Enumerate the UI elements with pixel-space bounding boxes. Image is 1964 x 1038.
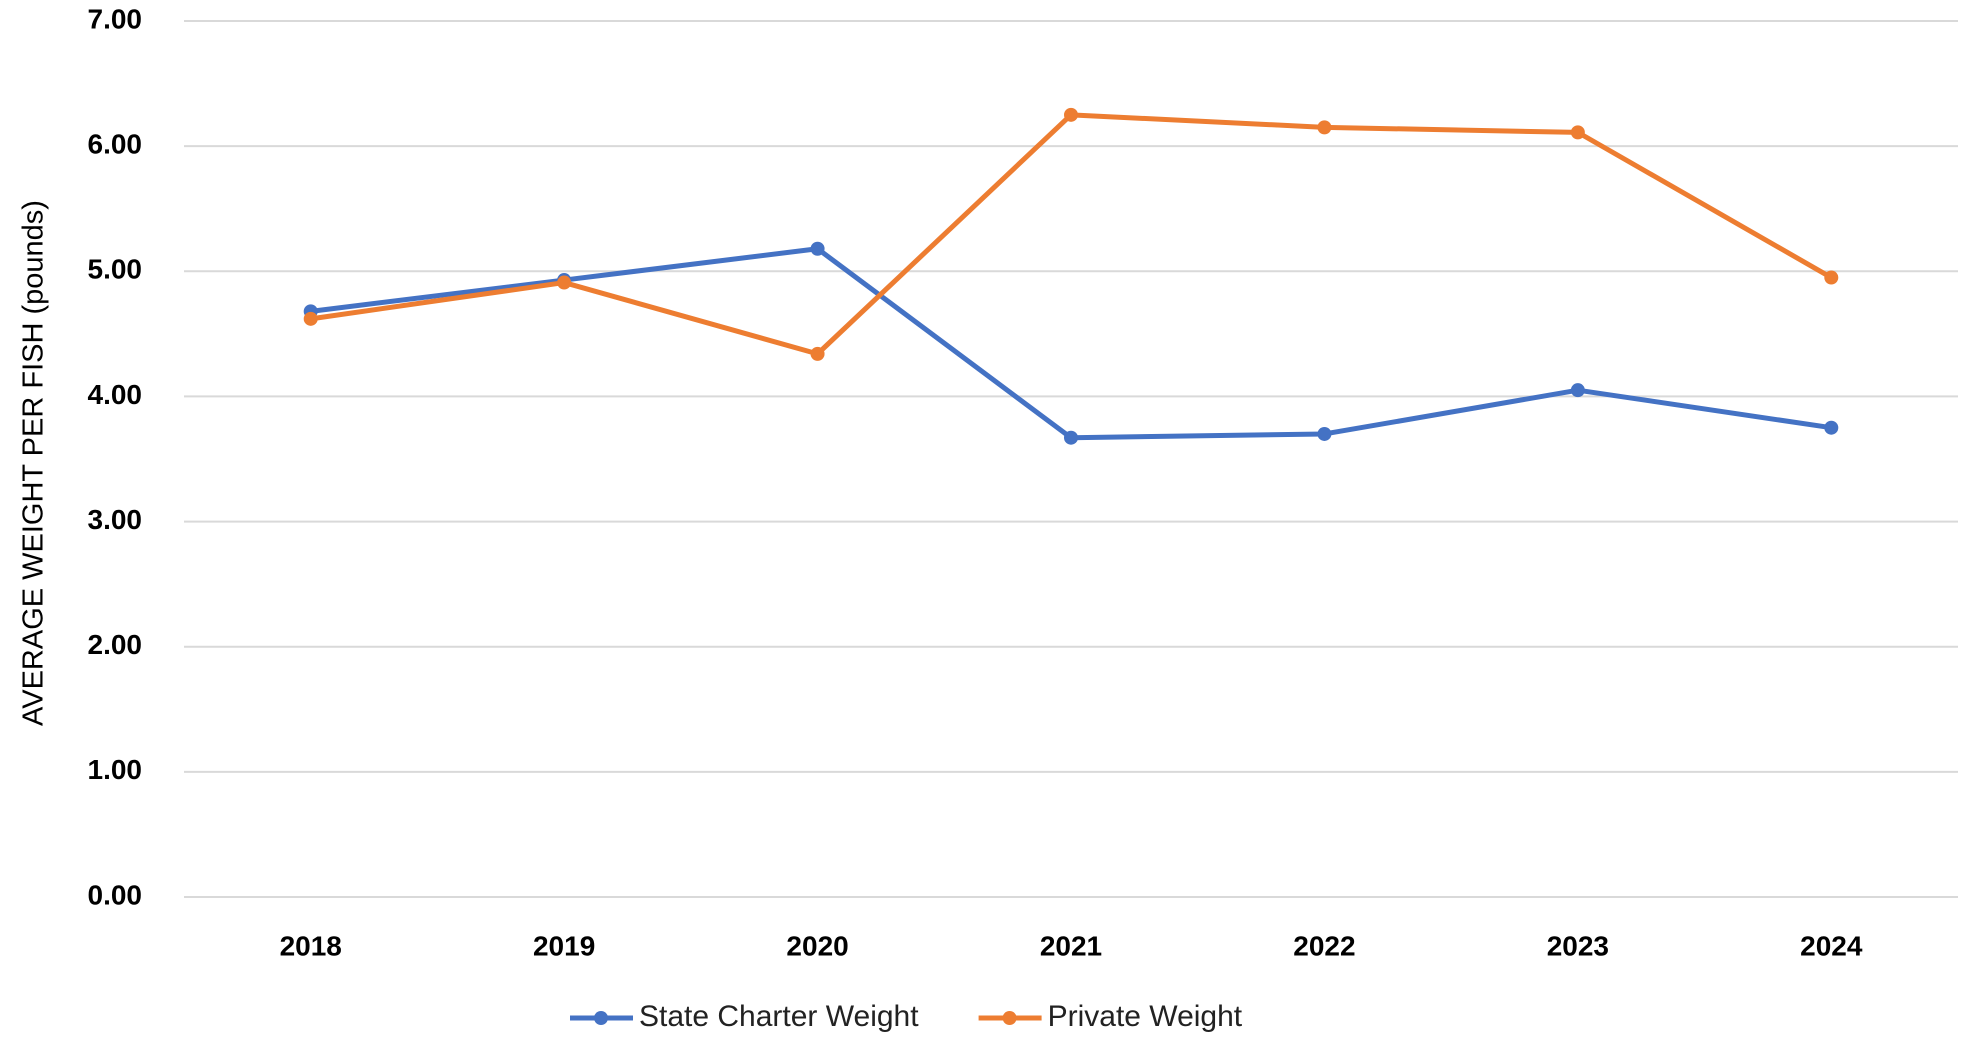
y-tick-label: 7.00 xyxy=(88,3,143,34)
y-tick-label: 3.00 xyxy=(88,504,143,535)
x-tick-label: 2023 xyxy=(1547,930,1609,961)
y-tick-label: 1.00 xyxy=(88,754,143,785)
y-tick-label: 6.00 xyxy=(88,129,143,160)
point xyxy=(1064,107,1078,122)
y-tick-label: 2.00 xyxy=(88,629,143,660)
series-line xyxy=(310,246,1832,441)
y-axis-label: AVERAGE WEIGHT PER FISH (pounds) xyxy=(18,200,50,726)
point xyxy=(810,241,825,256)
legend-marker xyxy=(1002,1011,1017,1025)
x-tick-label: 2022 xyxy=(1293,930,1355,961)
x-tick-label: 2018 xyxy=(280,930,342,961)
point xyxy=(810,346,825,361)
x-tick-label: 2020 xyxy=(786,930,848,961)
y-tick-label: 0.00 xyxy=(88,879,143,910)
legend-marker xyxy=(594,1011,608,1025)
legend-label: State Charter Weight xyxy=(639,1000,919,1033)
x-tick-label: 2019 xyxy=(533,930,595,961)
series-line xyxy=(310,112,1833,357)
point xyxy=(557,275,572,290)
point xyxy=(1570,383,1585,398)
y-tick-label: 5.00 xyxy=(88,254,143,285)
y-tick-label: 4.00 xyxy=(88,379,143,410)
point xyxy=(1824,270,1839,285)
point xyxy=(1064,430,1078,445)
point xyxy=(1317,426,1332,441)
x-tick-label: 2024 xyxy=(1800,930,1863,961)
point xyxy=(1570,125,1585,140)
point xyxy=(1317,120,1332,135)
point xyxy=(303,311,318,326)
point xyxy=(1824,420,1839,435)
legend-label: Private Weight xyxy=(1048,1000,1243,1033)
x-tick-label: 2021 xyxy=(1040,930,1102,961)
